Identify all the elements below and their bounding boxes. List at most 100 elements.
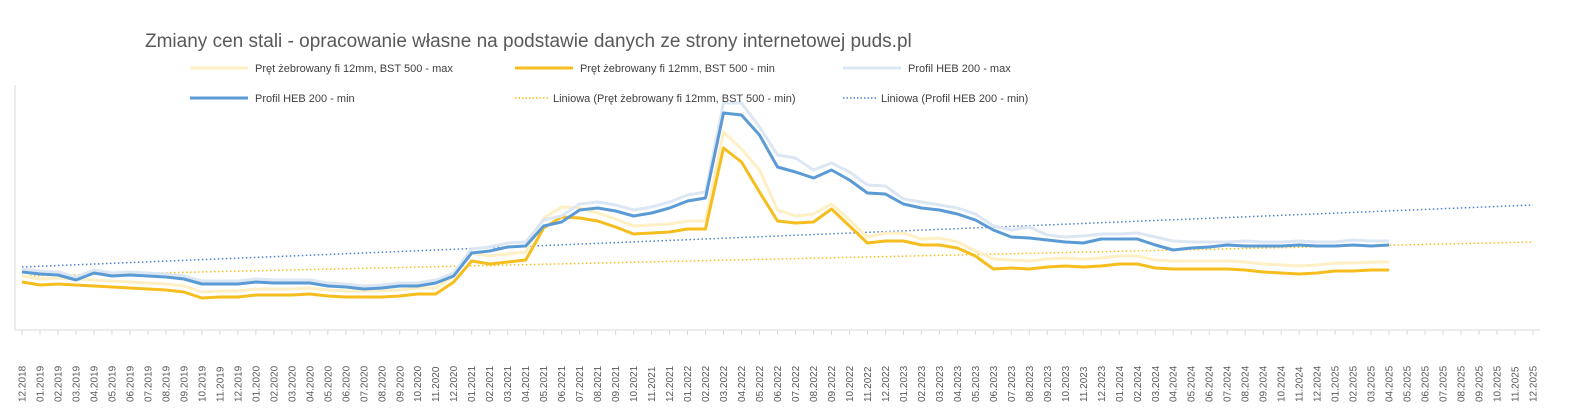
series-line-0	[21, 130, 1390, 294]
x-tick-label: 02.2020	[269, 365, 280, 402]
x-tick-label: 12.2023	[1097, 365, 1108, 402]
x-tick-label: 02.2019	[53, 365, 64, 402]
x-tick-label: 05.2019	[107, 365, 118, 402]
x-tick-label: 12.2022	[881, 365, 892, 402]
x-tick-label: 03.2023	[935, 365, 946, 402]
x-tick-label: 11.2022	[863, 366, 874, 402]
x-tick-label: 11.2024	[1295, 366, 1306, 402]
x-tick-label: 04.2023	[953, 365, 964, 402]
x-tick-label: 04.2021	[521, 365, 532, 402]
x-tick-label: 03.2021	[503, 365, 514, 402]
x-tick-label: 11.2019	[215, 366, 226, 402]
x-tick-label: 02.2024	[1133, 365, 1144, 402]
x-tick-label: 03.2022	[719, 365, 730, 402]
x-tick-label: 06.2020	[341, 365, 352, 402]
x-tick-label: 10.2024	[1277, 365, 1288, 402]
x-tick-label: 07.2020	[359, 365, 370, 402]
x-tick-label: 05.2022	[755, 365, 766, 402]
legend-label: Pręt żebrowany fi 12mm, BST 500 - max	[255, 63, 453, 75]
x-tick-label: 05.2020	[323, 365, 334, 402]
x-tick-label: 12.2025	[1529, 365, 1540, 402]
x-tick-label: 08.2019	[161, 365, 172, 402]
legend-item-heb-max[interactable]: Profil HEB 200 - max	[843, 63, 1011, 75]
chart-title: Zmiany cen stali - opracowanie własne na…	[145, 31, 912, 52]
x-tick-label: 07.2019	[143, 365, 154, 402]
x-tick-label: 09.2023	[1043, 365, 1054, 402]
x-tick-label: 07.2025	[1439, 365, 1450, 402]
x-tick-label: 09.2020	[395, 365, 406, 402]
x-tick-label: 06.2025	[1421, 365, 1432, 402]
x-tick-label: 08.2023	[1025, 365, 1036, 402]
x-tick-label: 04.2022	[737, 365, 748, 402]
x-tick-label: 01.2023	[899, 365, 910, 402]
x-tick-label: 06.2019	[125, 365, 136, 402]
x-tick-label: 05.2021	[539, 365, 550, 402]
x-tick-label: 12.2018	[18, 365, 29, 402]
x-tick-label: 08.2021	[593, 365, 604, 402]
x-tick-label: 07.2022	[791, 365, 802, 402]
x-tick-label: 03.2019	[71, 365, 82, 402]
x-tick-label: 09.2019	[179, 365, 190, 402]
x-tick-label: 11.2025	[1511, 366, 1522, 402]
trendline	[21, 241, 1534, 277]
x-tick-label: 09.2022	[827, 365, 838, 402]
legend-item-heb-min[interactable]: Profil HEB 200 - min	[190, 93, 355, 105]
x-tick-label: 07.2023	[1007, 365, 1018, 402]
legend-label: Pręt żebrowany fi 12mm, BST 500 - min	[580, 63, 775, 75]
legend-item-rebar-trend[interactable]: Liniowa (Pręt żebrowany fi 12mm, BST 500…	[515, 93, 796, 105]
x-tick-label: 12.2019	[233, 365, 244, 402]
x-tick-label: 06.2021	[557, 365, 568, 402]
x-tick-label: 01.2025	[1331, 365, 1342, 402]
x-tick-label: 01.2024	[1115, 365, 1126, 402]
x-tick-label: 10.2020	[413, 365, 424, 402]
x-tick-label: 10.2023	[1061, 365, 1072, 402]
trendline	[21, 204, 1534, 268]
x-tick-label: 08.2024	[1241, 365, 1252, 402]
legend: Pręt żebrowany fi 12mm, BST 500 - max Pr…	[190, 63, 1028, 105]
x-tick-label: 08.2022	[809, 365, 820, 402]
series-lines	[21, 101, 1390, 300]
x-tick-label: 04.2019	[89, 365, 100, 402]
x-tick-label: 12.2021	[665, 365, 676, 402]
x-tick-label: 02.2021	[485, 365, 496, 402]
x-tick-label: 10.2025	[1493, 365, 1504, 402]
x-tick-label: 11.2021	[647, 366, 658, 402]
x-tick-label: 01.2020	[251, 365, 262, 402]
x-tick-label: 01.2019	[35, 365, 46, 402]
x-tick-label: 01.2021	[467, 365, 478, 402]
x-tick-label: 03.2025	[1367, 365, 1378, 402]
x-tick-label: 03.2020	[287, 365, 298, 402]
x-tick-label: 11.2023	[1079, 366, 1090, 402]
x-tick-label: 04.2024	[1169, 365, 1180, 402]
x-tick-label: 01.2022	[683, 365, 694, 402]
x-axis-ticks: 12.2018 01.2019 02.2019 03.2019 04.2019 05.20…	[18, 330, 1540, 402]
x-tick-label: 12.2020	[449, 365, 460, 402]
x-tick-label: 07.2024	[1223, 365, 1234, 402]
x-tick-label: 11.2020	[431, 366, 442, 402]
x-tick-label: 10.2019	[197, 365, 208, 402]
x-tick-label: 09.2024	[1259, 365, 1270, 402]
series-line-1	[21, 146, 1390, 300]
x-tick-label: 02.2025	[1349, 365, 1360, 402]
x-tick-label: 04.2020	[305, 365, 316, 402]
x-tick-label: 05.2023	[971, 365, 982, 402]
legend-item-rebar-max[interactable]: Pręt żebrowany fi 12mm, BST 500 - max	[190, 63, 453, 75]
x-tick-label: 05.2024	[1187, 365, 1198, 402]
x-tick-label: 08.2020	[377, 365, 388, 402]
x-tick-label: 07.2021	[575, 365, 586, 402]
x-tick-label: 09.2021	[611, 365, 622, 402]
legend-label: Liniowa (Pręt żebrowany fi 12mm, BST 500…	[553, 93, 796, 105]
legend-label: Profil HEB 200 - max	[908, 63, 1011, 75]
x-tick-label: 02.2023	[917, 365, 928, 402]
trendlines	[21, 204, 1534, 277]
x-tick-label: 10.2022	[845, 365, 856, 402]
x-tick-label: 02.2022	[701, 365, 712, 402]
legend-item-heb-trend[interactable]: Liniowa (Profil HEB 200 - min)	[843, 93, 1028, 105]
legend-item-rebar-min[interactable]: Pręt żebrowany fi 12mm, BST 500 - min	[515, 63, 775, 75]
x-tick-label: 08.2025	[1457, 365, 1468, 402]
x-tick-label: 09.2025	[1475, 365, 1486, 402]
x-tick-label: 12.2024	[1313, 365, 1324, 402]
x-tick-label: 10.2021	[629, 365, 640, 402]
x-tick-label: 05.2025	[1403, 365, 1414, 402]
